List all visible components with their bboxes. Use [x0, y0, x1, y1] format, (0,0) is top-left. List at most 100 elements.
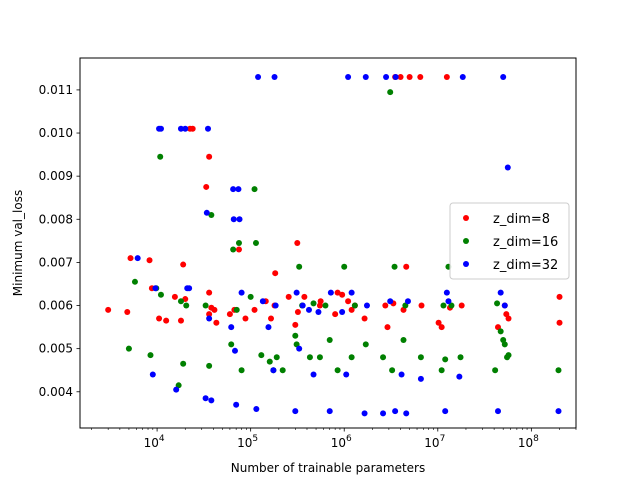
data-point [387, 298, 394, 305]
y-axis: 0.004 0.005 0.006 0.007 0.008 0.009 0.010 0.011 [39, 83, 80, 399]
data-point [442, 356, 449, 363]
data-point [189, 125, 196, 132]
data-point [180, 360, 187, 367]
data-point [206, 153, 213, 160]
data-point [310, 300, 317, 307]
data-point [456, 373, 463, 380]
data-point [127, 255, 134, 262]
data-point [292, 408, 299, 415]
data-point [157, 153, 164, 160]
data-point [208, 211, 215, 218]
data-point [363, 302, 370, 309]
data-point [203, 209, 210, 216]
data-point [206, 289, 213, 296]
data-point [294, 240, 301, 246]
data-point [417, 354, 424, 361]
data-point [247, 293, 254, 300]
y-tick-label: 0.006 [39, 299, 73, 313]
data-point [206, 362, 213, 369]
data-point [230, 186, 237, 193]
data-point [384, 324, 391, 331]
y-tick-label: 0.004 [39, 385, 73, 399]
data-point [362, 341, 369, 348]
x-tick-label: 108 [518, 434, 539, 450]
data-point [438, 367, 445, 374]
data-point [348, 289, 355, 296]
data-point [404, 298, 411, 305]
data-point [334, 289, 341, 296]
data-point [124, 309, 131, 315]
data-point [495, 324, 501, 331]
data-point [230, 216, 237, 223]
data-point [171, 293, 178, 300]
legend-label: z_dim=8 [493, 212, 550, 227]
data-point [403, 263, 410, 270]
data-point [334, 367, 341, 374]
data-point [228, 324, 235, 331]
data-point [252, 240, 259, 246]
data-point [389, 367, 396, 374]
x-tick-label: 104 [144, 434, 165, 450]
data-point [497, 328, 504, 335]
data-point [231, 347, 238, 354]
data-point [458, 302, 465, 309]
data-point [206, 315, 213, 322]
data-point [494, 300, 501, 307]
data-point [238, 289, 245, 296]
data-point [296, 263, 303, 270]
data-point [322, 302, 329, 309]
data-point [501, 302, 508, 309]
y-tick-label: 0.005 [39, 342, 73, 356]
data-point [186, 285, 193, 292]
legend-label: z_dim=16 [493, 235, 558, 250]
data-point [445, 298, 452, 305]
data-point [492, 367, 499, 374]
data-point [238, 367, 245, 374]
data-points [105, 73, 563, 417]
data-point [403, 410, 410, 417]
data-point [202, 302, 209, 309]
data-point [505, 315, 512, 322]
data-point [306, 354, 313, 361]
data-point [296, 345, 303, 352]
data-point [253, 406, 260, 413]
y-axis-label: Minimum val_loss [11, 190, 25, 296]
x-axis-label: Number of trainable parameters [231, 461, 425, 475]
data-point [177, 317, 184, 324]
data-point [279, 367, 286, 374]
data-point [438, 324, 445, 331]
data-point [315, 309, 322, 315]
data-point [292, 332, 299, 339]
data-point [326, 337, 333, 344]
data-point [457, 354, 464, 361]
data-point [497, 289, 504, 296]
x-tick-label: 106 [331, 434, 352, 450]
data-point [293, 289, 300, 296]
data-point [271, 73, 278, 80]
data-point [327, 289, 334, 296]
data-point [146, 257, 153, 264]
data-point [259, 298, 266, 305]
data-point [182, 125, 189, 132]
data-point [361, 315, 368, 322]
data-point [266, 358, 273, 365]
data-point [442, 408, 449, 415]
data-point [251, 306, 258, 313]
data-point [380, 410, 387, 417]
data-point [387, 89, 394, 96]
data-point [147, 352, 154, 359]
legend-box [449, 202, 570, 280]
data-point [235, 240, 242, 246]
data-point [435, 319, 442, 326]
data-point [206, 311, 213, 318]
data-point [208, 397, 215, 404]
legend-marker [463, 215, 469, 221]
data-point [555, 408, 562, 415]
y-tick-label: 0.009 [39, 169, 73, 183]
data-point [233, 401, 240, 408]
data-point [157, 291, 164, 298]
data-point [326, 408, 333, 415]
data-point [556, 293, 563, 300]
data-point [555, 367, 562, 374]
data-point [501, 341, 508, 348]
